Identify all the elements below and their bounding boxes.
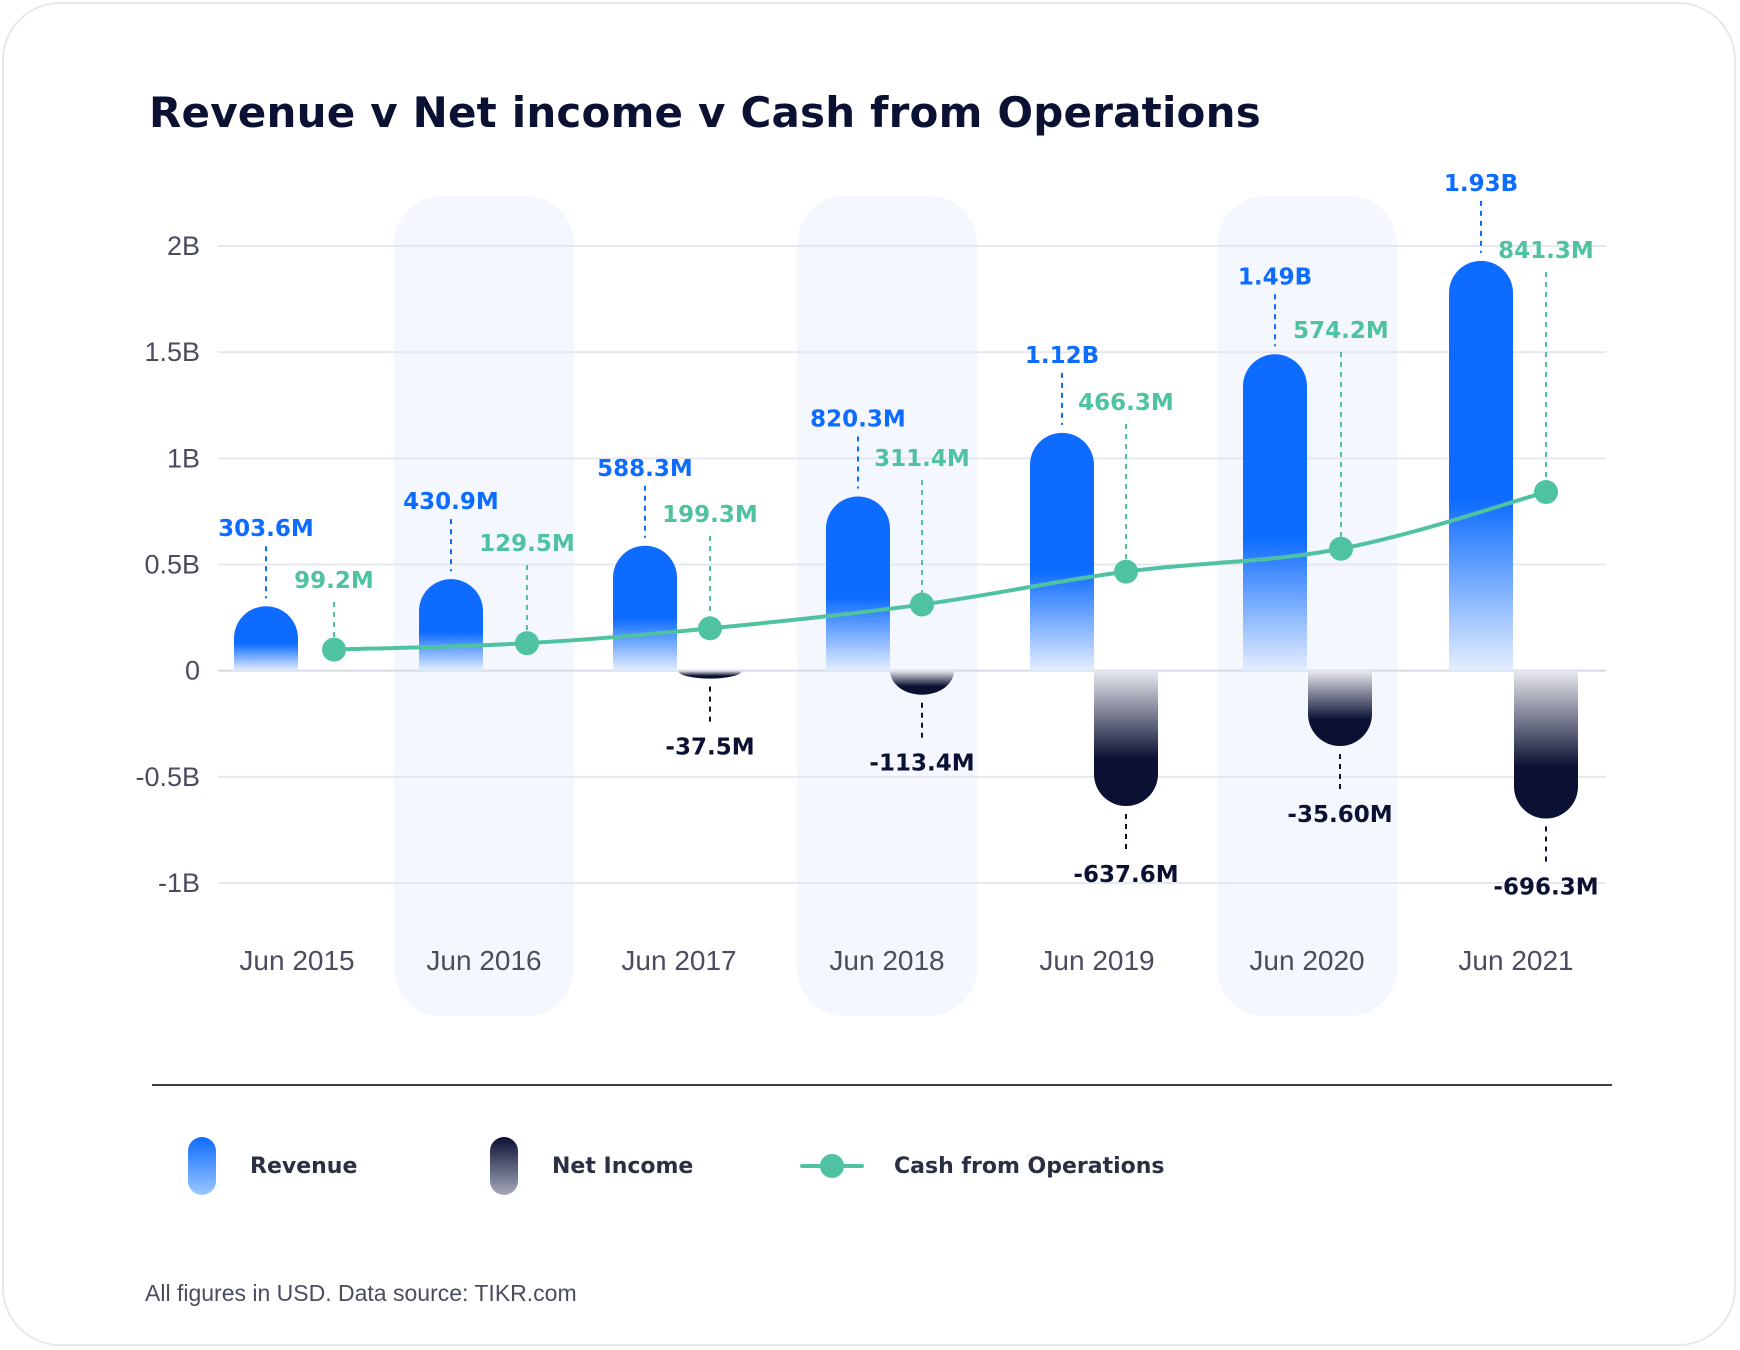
y-tick-label: -0.5B [135,762,200,792]
cash-from-operations-point [1114,559,1138,584]
net-income-bar [1094,670,1158,807]
revenue-bar [613,545,677,671]
net-income-bar [1514,670,1578,819]
x-tick-label: Jun 2019 [1039,945,1154,976]
y-tick-label: 1.5B [144,337,200,367]
revenue-bar-swatch-icon [188,1137,216,1195]
data-source-note: All figures in USD. Data source: TIKR.co… [145,1280,577,1306]
legend-separator [152,1084,1612,1086]
revenue-data-label: 303.6M [218,516,314,542]
y-tick-label: 0.5B [144,550,200,580]
legend-item-cash-from-operations: Cash from Operations [800,1136,1165,1196]
cash-data-label: 466.3M [1078,390,1174,416]
y-tick-label: 2B [167,231,200,261]
revenue-data-label: 1.12B [1025,343,1099,369]
line-with-dot-swatch-icon [800,1154,864,1178]
net-income-data-label: -35.60M [1287,802,1392,828]
legend-label-net-income: Net Income [552,1153,694,1179]
revenue-bar [419,579,483,671]
legend-label-revenue: Revenue [250,1153,358,1179]
net-income-data-label: -37.5M [665,735,754,761]
revenue-data-label: 1.49B [1238,264,1312,290]
cash-data-label: 841.3M [1498,238,1594,264]
revenue-data-label: 588.3M [597,456,693,482]
revenue-data-label: 430.9M [403,489,499,515]
legend-item-revenue: Revenue [188,1136,357,1196]
highlight-band [394,196,574,1016]
cash-from-operations-point [698,616,722,641]
net-income-data-label: -113.4M [869,751,974,777]
legend-label-cash-from-operations: Cash from Operations [894,1153,1165,1179]
x-tick-label: Jun 2016 [426,945,541,976]
y-tick-label: 1B [167,443,200,473]
revenue-bar [1243,354,1307,671]
revenue-bar [234,606,298,671]
chart-title: Revenue v Net income v Cash from Operati… [149,88,1261,137]
net-income-data-label: -696.3M [1493,875,1598,901]
revenue-bar [826,496,890,671]
net-income-bar [890,670,954,695]
revenue-bar [1449,260,1513,671]
cash-data-label: 311.4M [874,446,970,472]
cash-from-operations-point [1329,536,1353,561]
cash-data-label: 129.5M [479,531,575,557]
net-income-bar [678,670,742,679]
cash-from-operations-point [910,592,934,617]
cash-data-label: 199.3M [662,502,758,528]
cash-data-label: 99.2M [294,568,374,594]
y-tick-label: 0 [185,656,200,686]
x-tick-label: Jun 2015 [239,945,354,976]
legend-item-net-income: Net Income [490,1136,693,1196]
net-income-data-label: -637.6M [1073,862,1178,888]
x-tick-label: Jun 2021 [1458,945,1573,976]
y-tick-label: -1B [158,868,200,898]
x-tick-label: Jun 2018 [829,945,944,976]
cash-from-operations-point [1534,480,1558,505]
revenue-bar [1030,432,1094,671]
net-income-bar-swatch-icon [490,1137,518,1195]
x-tick-label: Jun 2020 [1249,945,1364,976]
cash-data-label: 574.2M [1293,318,1389,344]
revenue-data-label: 1.93B [1444,171,1518,197]
x-tick-label: Jun 2017 [621,945,736,976]
cash-from-operations-point [515,631,539,656]
revenue-data-label: 820.3M [810,406,906,432]
cash-from-operations-point [322,637,346,662]
net-income-bar [1308,670,1372,747]
